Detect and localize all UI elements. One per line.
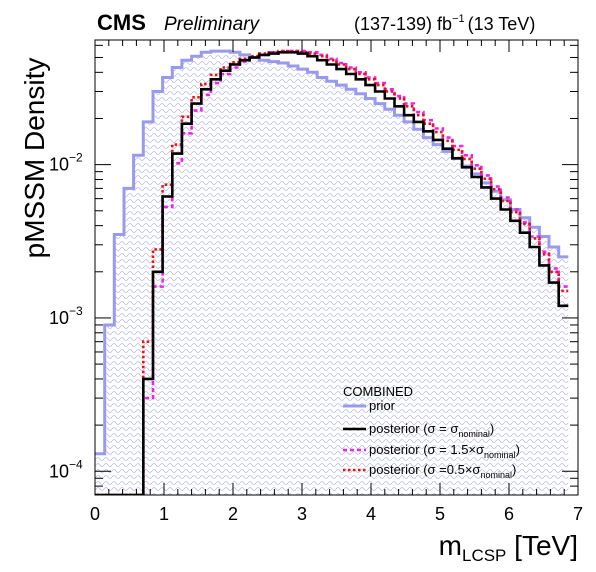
y-tick-label: 10−4: [49, 457, 83, 481]
x-axis-title-unit: [TeV]: [506, 530, 578, 561]
legend-entry-text: prior: [369, 398, 396, 413]
status-label: Preliminary: [164, 14, 261, 35]
x-axis-title: mLCSP [TeV]: [439, 530, 578, 565]
y-tick-base: 10: [49, 461, 69, 481]
series-line-x15: [95, 49, 569, 495]
x-axis-title-main: m: [439, 530, 462, 561]
x-tick-label: 2: [228, 504, 238, 524]
legend-entry-x15: posterior (σ = 1.5×σnominal): [369, 442, 520, 460]
plot-frame: [94, 39, 579, 496]
y-tick-exp: −4: [69, 457, 83, 471]
legend-title: COMBINED: [343, 384, 413, 399]
y-axis-title: pMSSM Density: [19, 58, 50, 259]
series-fill-prior: [95, 51, 569, 495]
x-tick-label: 4: [366, 504, 376, 524]
x-tick-label: 5: [435, 504, 445, 524]
legend-entry-text: posterior (σ = σ: [369, 421, 458, 436]
x-tick-label: 6: [504, 504, 514, 524]
y-tick-base: 10: [49, 155, 69, 175]
series-layer: [95, 49, 569, 495]
legend-entry-prior: prior: [369, 398, 396, 413]
y-tick-base: 10: [49, 308, 69, 328]
x-axis-title-sub: LCSP: [462, 546, 506, 565]
lumi-exp: −1: [452, 13, 465, 25]
x-tick-label: 1: [159, 504, 169, 524]
legend-entry-tail: ): [490, 421, 494, 436]
legend-entry-x05: posterior (σ =0.5×σnominal): [369, 462, 516, 480]
y-tick-exp: −3: [69, 304, 83, 318]
legend-entry-tail: ): [512, 462, 516, 477]
y-tick-exp: −2: [69, 151, 83, 165]
x-tick-label: 0: [90, 504, 100, 524]
legend-entry-text: posterior (σ =0.5×σ: [369, 462, 480, 477]
legend-entry-sub: nominal: [458, 429, 490, 439]
legend-entry-sub: nominal: [480, 470, 512, 480]
series-line-nominal: [95, 51, 569, 495]
y-tick-label: 10−3: [49, 304, 83, 328]
x-tick-label: 7: [573, 504, 583, 524]
legend-entry-nominal: posterior (σ = σnominal): [369, 421, 494, 439]
x-tick-label: 3: [297, 504, 307, 524]
y-tick-label: 10−2: [49, 151, 83, 175]
tick-layer: 0 1 2 3 4 5 6 710−410−310−2: [49, 40, 583, 524]
lumi-label: (137-139) fb−1 (13 TeV): [354, 13, 535, 34]
legend-entry-sub: nominal: [484, 450, 516, 460]
lumi-value: (137-139) fb: [354, 14, 452, 34]
lumi-energy: (13 TeV): [468, 14, 536, 34]
legend-entry-tail: ): [516, 442, 520, 457]
experiment-label: CMS: [97, 10, 146, 35]
legend-entry-text: posterior (σ = 1.5×σ: [369, 442, 484, 457]
